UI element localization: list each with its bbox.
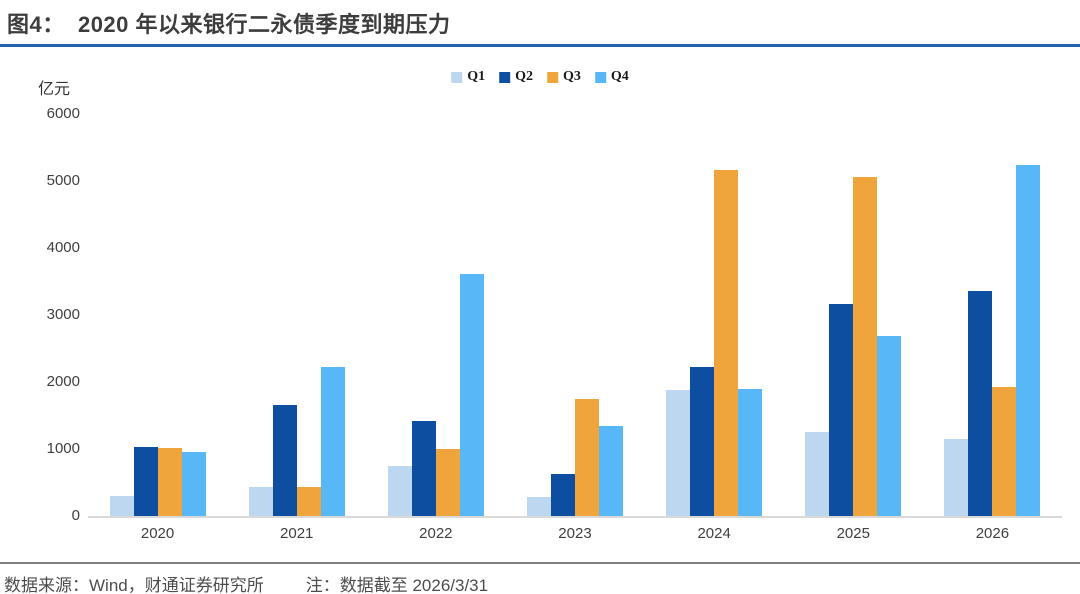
legend-item-q1: Q1 [451, 69, 485, 85]
legend-swatch-q4 [594, 71, 606, 83]
bar-2025-q4 [877, 336, 902, 516]
bar-2020-q4 [181, 452, 206, 516]
bar-cluster-2023 [526, 114, 623, 516]
legend-swatch-q2 [499, 71, 511, 83]
year-group-2026: 2026 [944, 114, 1041, 542]
bar-cluster-2021 [248, 114, 345, 516]
y-tick-0: 0 [71, 507, 80, 524]
year-group-2024: 2024 [666, 114, 763, 542]
bar-2024-q2 [690, 367, 715, 516]
bar-2021-q1 [248, 487, 273, 516]
bar-2022-q2 [411, 421, 436, 516]
bar-cluster-2026 [944, 114, 1041, 516]
bar-cluster-2020 [109, 114, 206, 516]
y-tick-3000: 3000 [46, 306, 80, 323]
y-tick-6000: 6000 [46, 105, 80, 122]
bar-2026-q3 [992, 387, 1017, 516]
footer-divider [0, 562, 1080, 564]
legend-item-q3: Q3 [547, 69, 581, 85]
bar-2023-q1 [526, 497, 551, 516]
bar-2024-q1 [666, 390, 691, 516]
bar-2026-q4 [1016, 165, 1041, 516]
bar-2020-q1 [109, 496, 134, 516]
y-axis-unit-label: 亿元 [38, 81, 71, 98]
year-group-2021: 2021 [248, 114, 345, 542]
y-tick-1000: 1000 [46, 440, 80, 457]
x-tick-2021: 2021 [280, 525, 314, 542]
footer-note-text: 注：数据截至 2026/3/31 [305, 576, 489, 594]
y-tick-2000: 2000 [46, 373, 80, 390]
bar-2020-q3 [157, 448, 182, 516]
bar-2021-q3 [296, 487, 321, 516]
legend-label-q2: Q2 [515, 69, 533, 84]
year-group-2020: 2020 [109, 114, 206, 542]
legend-label-q3: Q3 [563, 69, 581, 84]
bar-cluster-2024 [666, 114, 763, 516]
bar-cluster-2025 [805, 114, 902, 516]
legend-item-q4: Q4 [594, 69, 629, 85]
year-group-2022: 2022 [387, 114, 484, 542]
legend-label-q1: Q1 [467, 69, 486, 84]
legend-swatch-q1 [451, 71, 463, 83]
bar-2024-q4 [738, 389, 763, 516]
x-tick-2020: 2020 [140, 525, 175, 542]
legend-item-q2: Q2 [499, 69, 533, 85]
bar-2022-q4 [459, 274, 484, 516]
bar-2025-q2 [829, 304, 854, 516]
bar-2026-q1 [944, 439, 969, 516]
bar-2023-q2 [550, 474, 575, 516]
chart-legend: Q1 Q2 Q3 Q4 [451, 69, 629, 85]
x-tick-2023: 2023 [558, 525, 592, 542]
plot-area: 2020 2021 2022 2023 2024 2025 2026 [88, 114, 1062, 542]
bar-2022-q1 [387, 466, 412, 516]
x-tick-2024: 2024 [697, 525, 731, 542]
bar-2025-q1 [805, 432, 830, 516]
year-group-2025: 2025 [805, 114, 902, 542]
bar-2023-q3 [574, 399, 599, 516]
bar-2025-q3 [853, 177, 878, 516]
bar-2021-q4 [320, 367, 345, 516]
x-tick-2026: 2026 [975, 525, 1010, 542]
bar-2026-q2 [968, 291, 993, 516]
bar-2024-q3 [714, 170, 739, 516]
figure-title: 图4： 2020 年以来银行二永债季度到期压力 [7, 12, 451, 37]
legend-swatch-q3 [547, 71, 558, 83]
x-tick-2025: 2025 [836, 525, 870, 542]
data-source-text: 数据来源：Wind，财通证券研究所 [4, 576, 264, 594]
y-axis: 0 1000 2000 3000 4000 5000 6000 [0, 47, 80, 547]
footer: 数据来源：Wind，财通证券研究所 注：数据截至 2026/3/31 [0, 564, 1080, 594]
bar-2023-q4 [598, 426, 623, 516]
legend-label-q4: Q4 [610, 69, 629, 84]
x-tick-2022: 2022 [419, 525, 453, 542]
bar-2022-q3 [435, 449, 460, 516]
bar-2021-q2 [272, 405, 297, 516]
title-underline [0, 44, 1080, 47]
year-group-2023: 2023 [526, 114, 623, 542]
y-tick-4000: 4000 [46, 239, 80, 256]
y-tick-5000: 5000 [46, 172, 80, 189]
bar-2020-q2 [133, 447, 158, 516]
bar-cluster-2022 [387, 114, 484, 516]
bar-chart: Q1 Q2 Q3 Q4 亿元 0 1000 2000 3000 4000 5000 6000 20… [0, 47, 1080, 547]
